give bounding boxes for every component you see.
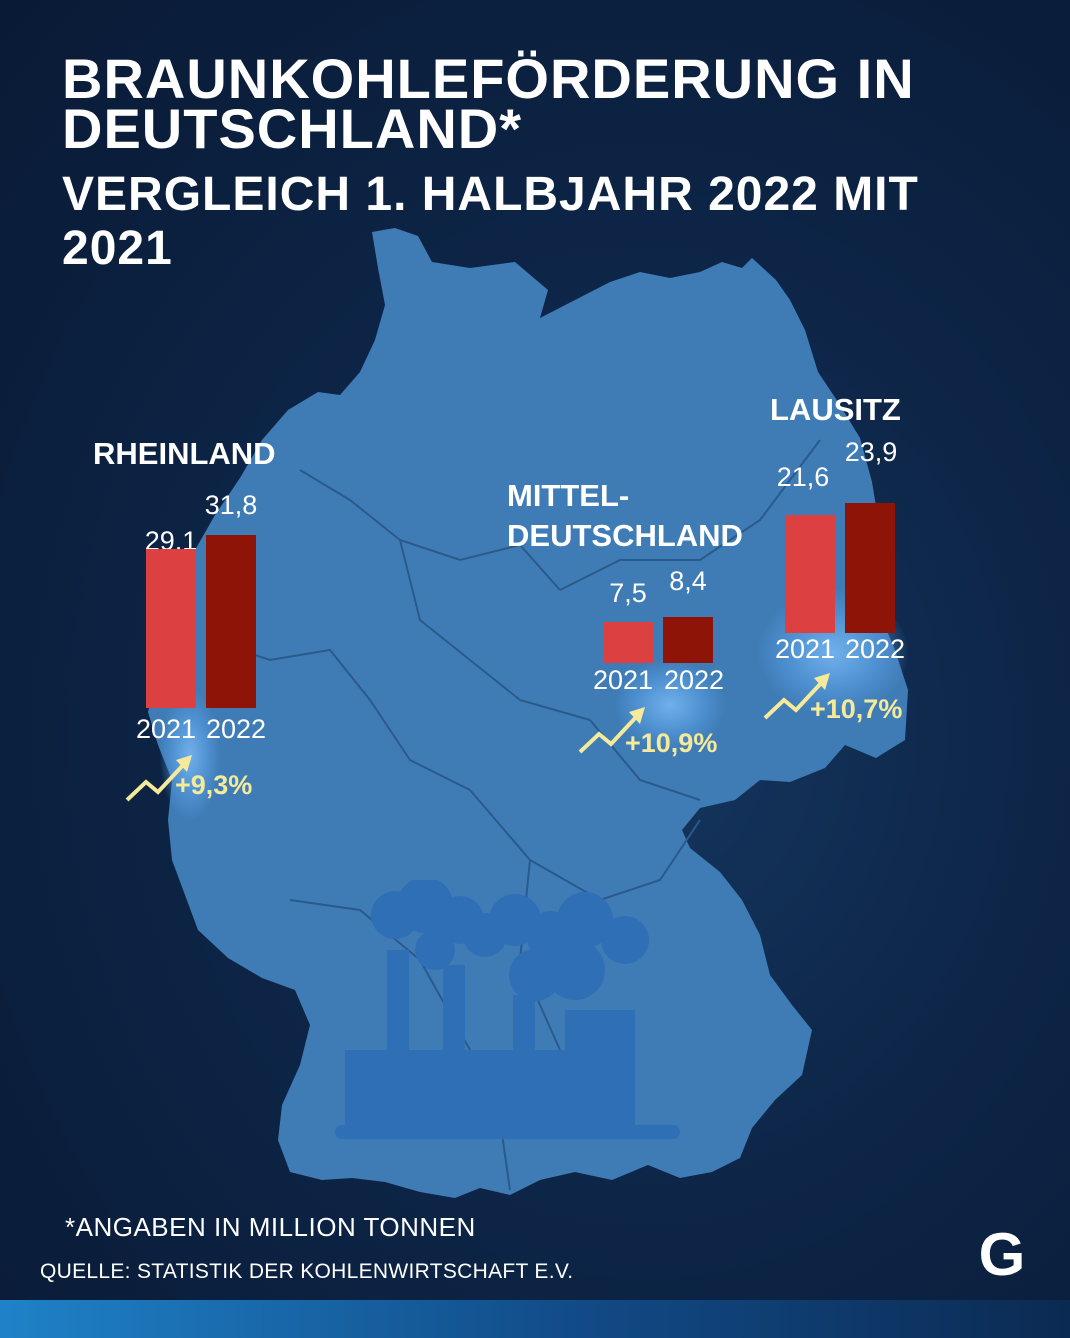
bar-rheinland-2022 [206, 534, 256, 708]
footnote: *ANGABEN IN MILLION TONNEN [65, 1212, 476, 1242]
logo-letter: G [979, 1228, 1026, 1280]
bar-mitteldeutschland-2021 [603, 622, 653, 663]
bottom-accent-bar [0, 1300, 1070, 1338]
year-label-rheinland-2021: 2021 [135, 714, 197, 744]
rheinland-glow [160, 690, 220, 820]
value-label-mitteldeutschland-2022: 8,4 [669, 566, 707, 596]
value-label-lausitz-2022: 23,9 [844, 437, 898, 467]
bar-rheinland-2021 [146, 549, 196, 708]
year-label-mitteldeutschland-2022: 2022 [663, 665, 725, 695]
trend-up-arrow-icon [578, 707, 645, 754]
bar-lausitz-2022 [845, 502, 895, 633]
region-label-mitteldeutschland: MITTEL- DEUTSCHLAND [507, 476, 743, 556]
power-plant-icon [335, 880, 680, 1139]
region-label-lausitz: LAUSITZ [770, 392, 901, 427]
change-label-lausitz: +10,7% [810, 694, 903, 724]
trend-up-arrow-icon [125, 755, 192, 802]
chart-title: BRAUNKOHLEFÖRDERUNG IN DEUTSCHLAND* [62, 47, 915, 160]
region-label-line: MITTEL- [507, 478, 630, 513]
year-label-lausitz-2021: 2021 [774, 634, 836, 664]
value-label-mitteldeutschland-2021: 7,5 [609, 578, 647, 608]
region-label-line: DEUTSCHLAND [507, 518, 743, 553]
chart-subtitle: VERGLEICH 1. HALBJAHR 2022 MIT 2021 [62, 168, 919, 275]
value-label-lausitz-2021: 21,6 [776, 462, 830, 492]
year-label-rheinland-2022: 2022 [205, 714, 267, 744]
year-label-lausitz-2022: 2022 [844, 634, 906, 664]
source-note: QUELLE: STATISTIK DER KOHLENWIRTSCHAFT E… [40, 1260, 574, 1283]
value-label-rheinland-2022: 31,8 [204, 490, 258, 520]
bar-lausitz-2021 [785, 515, 835, 633]
bar-mitteldeutschland-2022 [663, 617, 713, 663]
region-label-rheinland: RHEINLAND [93, 436, 276, 471]
brand-logo-icon: G [979, 1228, 1026, 1280]
year-label-mitteldeutschland-2021: 2021 [592, 665, 654, 695]
trend-up-arrow-icon [763, 673, 830, 720]
germany-outline [148, 228, 908, 1198]
change-label-rheinland: +9,3% [175, 770, 253, 800]
mitteldeutschland-glow [615, 660, 725, 750]
change-label-mitteldeutschland: +10,9% [625, 728, 718, 758]
